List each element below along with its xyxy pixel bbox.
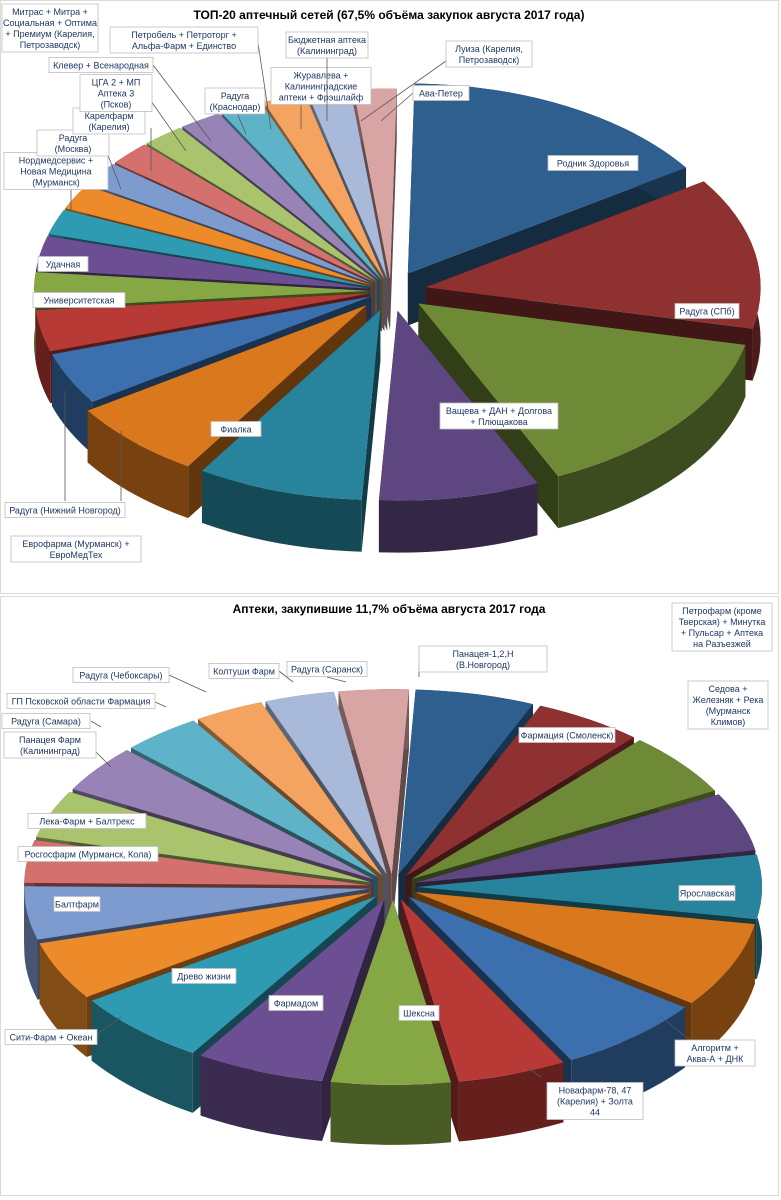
svg-text:Радуга (Саранск): Радуга (Саранск) [291, 665, 363, 675]
slice-label: Петрофарм (кроме Тверская) + Минутка + Пул… [671, 602, 773, 652]
slice-label: Радуга (Чебоксары) [72, 667, 207, 693]
svg-text:Панацея-1,2,Н(В.Новгород): Панацея-1,2,Н (В.Новгород) [453, 649, 514, 670]
chart-panel-top: ТОП-20 аптечный сетей (67,5% объёма заку… [0, 0, 779, 594]
slice-label: Университетская [32, 292, 126, 308]
svg-text:Луиза (Карелия,Петрозаводск): Луиза (Карелия, Петрозаводск) [455, 44, 523, 65]
slice-label: Радуга (Саранск) [286, 661, 368, 683]
slice-label: ГП Псковской области Фармация [6, 693, 167, 709]
slice-label: Панацея-1,2,Н (В.Новгород) [418, 645, 548, 677]
svg-text:Алгоритм +Аква-А + ДНК: Алгоритм + Аква-А + ДНК [687, 1043, 744, 1064]
pie-slice [201, 310, 381, 552]
slice-label: Бюджетная аптека (Калининград) [285, 31, 369, 121]
svg-text:Радуга (Самара): Радуга (Самара) [11, 717, 81, 727]
slice-label: ЦГА 2 + МП Аптека 3 (Псков) [79, 74, 187, 152]
svg-text:ГП Псковской области Фармация: ГП Псковской области Фармация [12, 697, 151, 707]
svg-text:Ващева + ДАН + Долгова+ Плющак: Ващева + ДАН + Долгова + Плющакова [446, 406, 552, 427]
slice-label: Удачная [37, 256, 89, 272]
svg-text:Университетская: Университетская [44, 296, 115, 306]
slice-label: Петробель + Петроторг + Альфа-Фарм + Един… [109, 26, 272, 130]
svg-text:Ярославская: Ярославская [680, 889, 735, 899]
chart-title: ТОП-20 аптечный сетей (67,5% объёма заку… [194, 8, 585, 22]
svg-text:Панацея Фарм(Калининград): Панацея Фарм (Калининград) [19, 735, 81, 756]
svg-text:Радуга(Москва): Радуга (Москва) [55, 133, 92, 154]
svg-text:Фиалка: Фиалка [220, 425, 251, 435]
slice-label: Сити-Фарм + Океан [4, 1016, 122, 1045]
svg-text:Нордмедсервис +Новая Медицина(: Нордмедсервис + Новая Медицина (Мурманск) [19, 156, 93, 188]
slice-label: Нордмедсервис + Новая Медицина (Мурманск) [3, 152, 109, 211]
slice-label: Журавлева + Калининградские аптеки + Фрэшл… [270, 67, 372, 129]
svg-text:Колтуши Фарм: Колтуши Фарм [213, 667, 275, 677]
slice-label: Радуга (Нижний Новгород) [4, 391, 126, 518]
svg-text:Лека-Фарм + Балтрекс: Лека-Фарм + Балтрекс [39, 817, 135, 827]
svg-text:Карелфарм(Карелия): Карелфарм (Карелия) [85, 111, 134, 132]
svg-text:Древо жизни: Древо жизни [177, 972, 230, 982]
slice-label: Колтуши Фарм [208, 663, 294, 683]
svg-text:Клевер + Всенародная: Клевер + Всенародная [53, 61, 149, 71]
slice-label: Ярославская [678, 885, 736, 901]
svg-text:Седова +Железняк + Река(Мурман: Седова + Железняк + Река (Мурманск Климов) [693, 684, 764, 727]
slice-label: Клевер + Всенародная [48, 57, 212, 142]
svg-text:Евро​фарма (Мурманск) +ЕвроМед: Евро​фарма (Мурманск) + ЕвроМедТех [22, 539, 129, 560]
slice-label: Родник Здоровья [547, 155, 639, 171]
slice-label: Балтфарм [53, 896, 101, 912]
slice-label: Радуга (Краснодар) [204, 87, 266, 135]
slice-label: Древо жизни [171, 968, 237, 984]
chart-title: Аптеки, закупившие 11,7% объёма августа … [233, 602, 546, 616]
pie-chart-top: ТОП-20 аптечный сетей (67,5% объёма заку… [1, 3, 761, 563]
svg-text:Радуга (Нижний Новгород): Радуга (Нижний Новгород) [9, 506, 121, 516]
svg-text:Фармация (Смоленск): Фармация (Смоленск) [521, 731, 614, 741]
svg-text:Митрас + Митра +Социальная + О: Митрас + Митра + Социальная + Оптима + Пре… [3, 7, 97, 50]
svg-text:Радуга(Краснодар): Радуга (Краснодар) [210, 91, 261, 112]
slice-label: Новафарм-78, 47 (Карелия) + Золта 44 [525, 1066, 644, 1120]
svg-text:Шексна: Шексна [403, 1009, 435, 1019]
slice-label: Ава-Петер [380, 85, 470, 122]
svg-text:Балтфарм: Балтфарм [55, 900, 99, 910]
svg-text:Удачная: Удачная [46, 260, 81, 270]
slice-label: Луиза (Карелия, Петрозаводск) [360, 40, 533, 122]
slice-label: Радуга (Самара) [1, 713, 102, 729]
slice-label: Седова + Железняк + Река (Мурманск Климов) [687, 680, 769, 730]
svg-text:Ава-Петер: Ава-Петер [419, 89, 463, 99]
svg-text:Бюджетная аптека(Калининград): Бюджетная аптека (Калининград) [288, 35, 366, 56]
slice-label: Фармадом [268, 995, 324, 1011]
slice-label: Росгосфарм (Мурманск, Кола) [17, 846, 159, 862]
slice-label: Карелфарм (Карелия) [72, 107, 152, 171]
svg-text:Радуга (СПб): Радуга (СПб) [679, 307, 734, 317]
pie-chart-bottom: Аптеки, закупившие 11,7% объёма августа … [1, 602, 773, 1145]
svg-text:Новафарм-78, 47(Карелия) + Зол: Новафарм-78, 47 (Карелия) + Золта 44 [557, 1086, 633, 1118]
slice-label: Евро​фарма (Мурманск) + ЕвроМедТех [10, 431, 142, 563]
slice-label: Панацея Фарм (Калининград) [3, 731, 112, 768]
svg-text:Радуга (Чебоксары): Радуга (Чебоксары) [79, 671, 162, 681]
slice-label: Лека-Фарм + Балтрекс [27, 813, 147, 829]
slice-label: Ващева + ДАН + Долгова + Плющакова [439, 402, 559, 430]
slice-label: Алгоритм + Аква-А + ДНК [660, 1016, 756, 1067]
svg-text:Фармадом: Фармадом [274, 999, 319, 1009]
chart-panel-bottom: Аптеки, закупившие 11,7% объёма августа … [0, 596, 779, 1196]
slice-label: Митрас + Митра + Социальная + Оптима + Пре… [1, 3, 99, 53]
pie-slice [330, 899, 451, 1145]
slice-label: Шексна [398, 1005, 440, 1021]
svg-text:Петробель + Петроторг +Альфа-Ф: Петробель + Петроторг + Альфа-Фарм + Един… [131, 30, 236, 51]
svg-text:Сити-Фарм + Океан: Сити-Фарм + Океан [10, 1033, 93, 1043]
slice-label: Радуга (СПб) [674, 303, 740, 319]
slice-label: Фармация (Смоленск) [518, 727, 616, 743]
svg-text:Родник Здоровья: Родник Здоровья [557, 159, 629, 169]
svg-text:Росгосфарм (Мурманск, Кола): Росгосфарм (Мурманск, Кола) [25, 850, 152, 860]
slice-label: Фиалка [210, 421, 262, 437]
